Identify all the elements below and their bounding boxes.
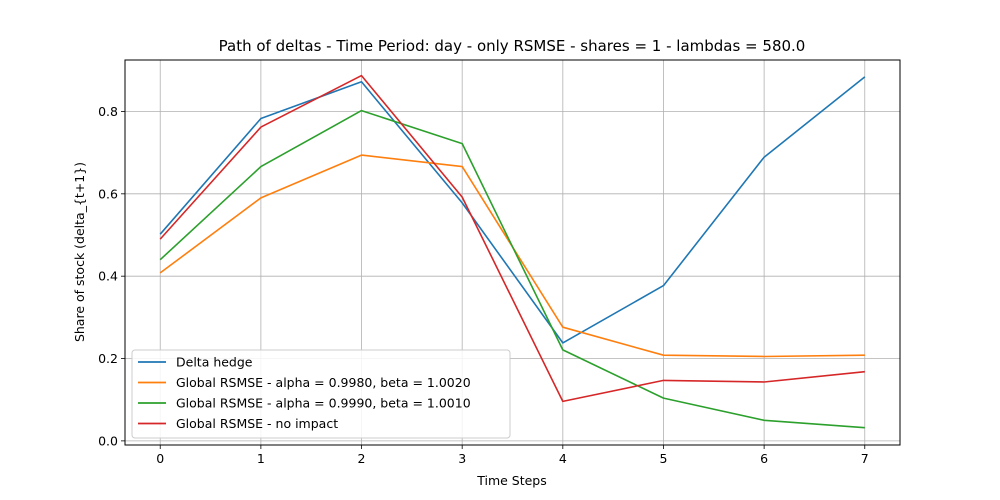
legend-box (131, 349, 511, 439)
legend-entry-label: Global RSMSE - no impact (176, 416, 338, 431)
axis-ticks: 0 1 2 3 4 5 6 7 0.0 0.2 0.4 0.6 0.8 (98, 104, 869, 466)
series-line-1 (159, 76, 866, 344)
y-tick-label: 0.6 (98, 186, 118, 201)
x-tick-label: 6 (760, 451, 768, 466)
legend: Delta hedge Global RSMSE - alpha = 0.9980… (131, 349, 511, 439)
series-lines (159, 74, 866, 429)
x-tick-label: 1 (257, 451, 265, 466)
legend-entry-label: Delta hedge (176, 355, 253, 370)
y-axis-label: Share of stock (delta_{t+1}) (72, 162, 87, 342)
grid (125, 60, 900, 445)
x-tick-label: 5 (659, 451, 667, 466)
y-tick-label: 0.2 (98, 351, 118, 366)
legend-entry-label: Global RSMSE - alpha = 0.9990, beta = 1.… (176, 396, 471, 411)
x-tick-label: 4 (559, 451, 567, 466)
x-tick-label: 3 (458, 451, 466, 466)
x-axis-label: Time Steps (476, 473, 547, 488)
x-tick-label: 2 (358, 451, 366, 466)
legend-entry-label: Global RSMSE - alpha = 0.9980, beta = 1.… (176, 375, 471, 390)
x-tick-label: 0 (156, 451, 164, 466)
plot-area-frame (124, 59, 901, 446)
series-line-3 (159, 109, 865, 429)
y-tick-label: 0.0 (98, 433, 118, 448)
chart-title: Path of deltas - Time Period: day - only… (219, 37, 806, 55)
y-tick-label: 0.8 (98, 104, 118, 119)
series-line-4 (159, 74, 865, 403)
y-tick-label: 0.4 (98, 269, 118, 284)
x-tick-label: 7 (861, 451, 869, 466)
